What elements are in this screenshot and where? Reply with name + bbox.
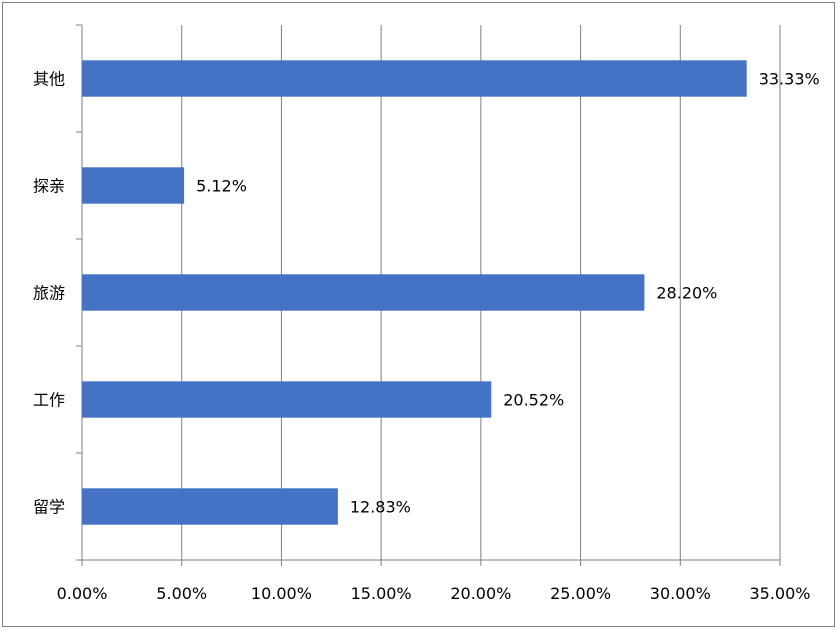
- bar: [82, 60, 747, 97]
- category-label: 探亲: [33, 177, 65, 196]
- data-label: 12.83%: [350, 498, 411, 517]
- x-tick-label: 0.00%: [57, 584, 108, 603]
- category-label: 留学: [33, 498, 65, 517]
- x-tick-label: 35.00%: [749, 584, 810, 603]
- data-label: 33.33%: [759, 70, 820, 89]
- bar: [82, 488, 338, 525]
- x-tick-label: 10.00%: [251, 584, 312, 603]
- x-tick-label: 20.00%: [450, 584, 511, 603]
- data-label: 28.20%: [656, 284, 717, 303]
- bar: [82, 381, 492, 418]
- x-tick-label: 15.00%: [351, 584, 412, 603]
- category-label: 工作: [33, 391, 65, 410]
- category-label: 其他: [33, 70, 65, 89]
- category-label: 旅游: [33, 284, 65, 303]
- x-tick-label: 25.00%: [550, 584, 611, 603]
- bars: [82, 60, 747, 525]
- data-label: 20.52%: [503, 391, 564, 410]
- data-label: 5.12%: [196, 177, 247, 196]
- bar: [82, 167, 185, 204]
- x-tick-label: 30.00%: [650, 584, 711, 603]
- bar: [82, 274, 645, 311]
- labels: 0.00% 5.00% 10.00% 15.00% 20.00% 25.00% 30.00%…: [33, 70, 820, 604]
- x-tick-label: 5.00%: [156, 584, 207, 603]
